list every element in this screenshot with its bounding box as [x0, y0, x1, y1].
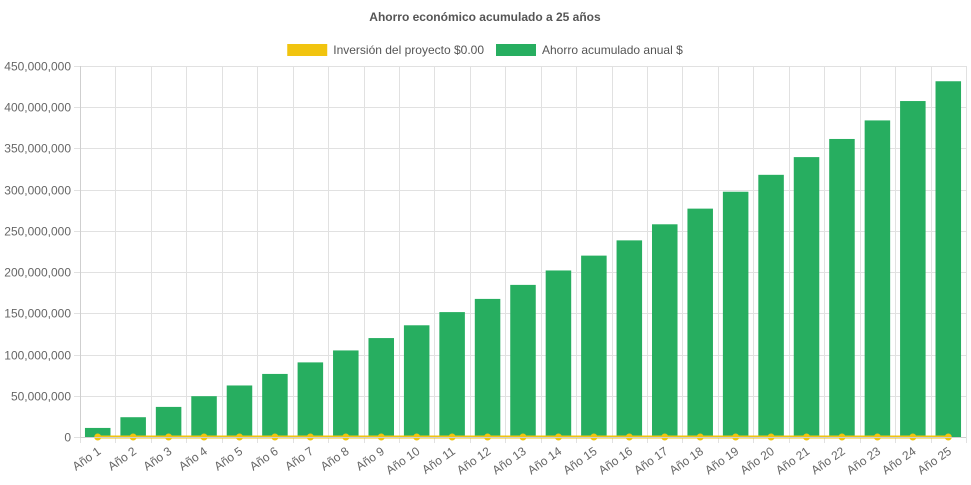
x-tick-label: Año 11	[419, 444, 458, 477]
bar-ahorro-1[interactable]	[84, 427, 111, 437]
x-tick-label: Año 18	[667, 444, 706, 477]
chart-title: Ahorro económico acumulado a 25 años	[369, 10, 601, 24]
bar-ahorro-16[interactable]	[616, 240, 643, 437]
bar-ahorro-7[interactable]	[297, 362, 324, 437]
bar-ahorro-9[interactable]	[368, 338, 394, 437]
bar-ahorro-18[interactable]	[687, 208, 713, 437]
x-tick-label: Año 22	[808, 444, 847, 477]
y-axis: 0 50,000,000 100,000,000 150,000,000 200,000…	[4, 60, 81, 445]
x-tick-label: Año 1	[70, 444, 104, 474]
x-tick-label: Año 19	[702, 444, 741, 477]
x-tick-label: Año 24	[879, 444, 918, 477]
y-tick-label: 250,000,000	[4, 225, 71, 239]
x-tick-label: Año 15	[560, 444, 599, 477]
x-tick-label: Año 14	[525, 444, 564, 477]
bar-ahorro-19[interactable]	[722, 191, 749, 437]
y-tick-label: 50,000,000	[11, 390, 71, 404]
x-tick-label: Año 10	[383, 444, 422, 477]
bar-ahorro-25[interactable]	[935, 81, 962, 437]
x-tick-label: Año 23	[844, 444, 883, 477]
legend: Inversión del proyecto $0.00 Ahorro acumu…	[287, 43, 683, 57]
x-tick-label: Año 9	[353, 444, 387, 474]
x-tick-label: Año 21	[773, 444, 812, 477]
bar-ahorro-10[interactable]	[403, 325, 430, 437]
legend-swatch[interactable]	[287, 44, 328, 56]
y-tick-label: 350,000,000	[4, 142, 71, 156]
bar-ahorro-4[interactable]	[191, 396, 217, 437]
y-tick-label: 300,000,000	[4, 184, 71, 198]
x-tick-label: Año 2	[105, 444, 139, 474]
legend-swatch[interactable]	[496, 44, 536, 56]
bar-ahorro-11[interactable]	[439, 312, 465, 437]
bar-ahorro-22[interactable]	[829, 138, 855, 438]
legend-label[interactable]: Ahorro acumulado anual $	[542, 43, 683, 57]
bar-ahorro-23[interactable]	[864, 120, 891, 437]
bar-ahorro-5[interactable]	[226, 385, 253, 437]
bar-ahorro-14[interactable]	[545, 270, 572, 437]
x-tick-label: Año 5	[211, 444, 245, 474]
x-tick-label: Año 8	[318, 444, 352, 474]
bars	[84, 81, 962, 438]
y-tick-label: 100,000,000	[4, 349, 71, 363]
x-tick-label: Año 3	[141, 444, 175, 474]
legend-label[interactable]: Inversión del proyecto $0.00	[333, 43, 484, 57]
x-tick-label: Año 6	[247, 444, 281, 474]
x-tick-label: Año 20	[738, 444, 777, 477]
bar-ahorro-15[interactable]	[581, 255, 607, 437]
bar-ahorro-24[interactable]	[900, 101, 926, 438]
y-tick-label: 150,000,000	[4, 307, 71, 321]
y-tick-label: 0	[64, 431, 71, 445]
bar-ahorro-2[interactable]	[120, 417, 146, 437]
y-tick-label: 200,000,000	[4, 266, 71, 280]
x-tick-label: Año 4	[176, 444, 210, 474]
bar-ahorro-13[interactable]	[510, 284, 536, 437]
bar-ahorro-8[interactable]	[333, 350, 359, 437]
bar-ahorro-12[interactable]	[474, 298, 501, 437]
y-tick-label: 400,000,000	[4, 101, 71, 115]
x-tick-label: Año 17	[631, 444, 670, 477]
bar-ahorro-17[interactable]	[652, 224, 678, 437]
x-tick-label: Año 25	[915, 444, 954, 477]
x-tick-label: Año 16	[596, 444, 635, 477]
gridlines	[74, 66, 967, 443]
bar-ahorro-6[interactable]	[262, 373, 288, 437]
bar-ahorro-20[interactable]	[758, 174, 784, 437]
bar-ahorro-3[interactable]	[155, 406, 182, 437]
x-tick-label: Año 7	[282, 444, 316, 474]
x-tick-label: Año 13	[490, 444, 529, 477]
x-tick-label: Año 12	[454, 444, 493, 477]
x-axis: Año 1 Año 2 Año 3 Año 4 Año 5 Año 6 Año 7 Año 8…	[70, 437, 966, 477]
bar-ahorro-21[interactable]	[793, 157, 820, 437]
y-tick-label: 450,000,000	[4, 60, 71, 74]
